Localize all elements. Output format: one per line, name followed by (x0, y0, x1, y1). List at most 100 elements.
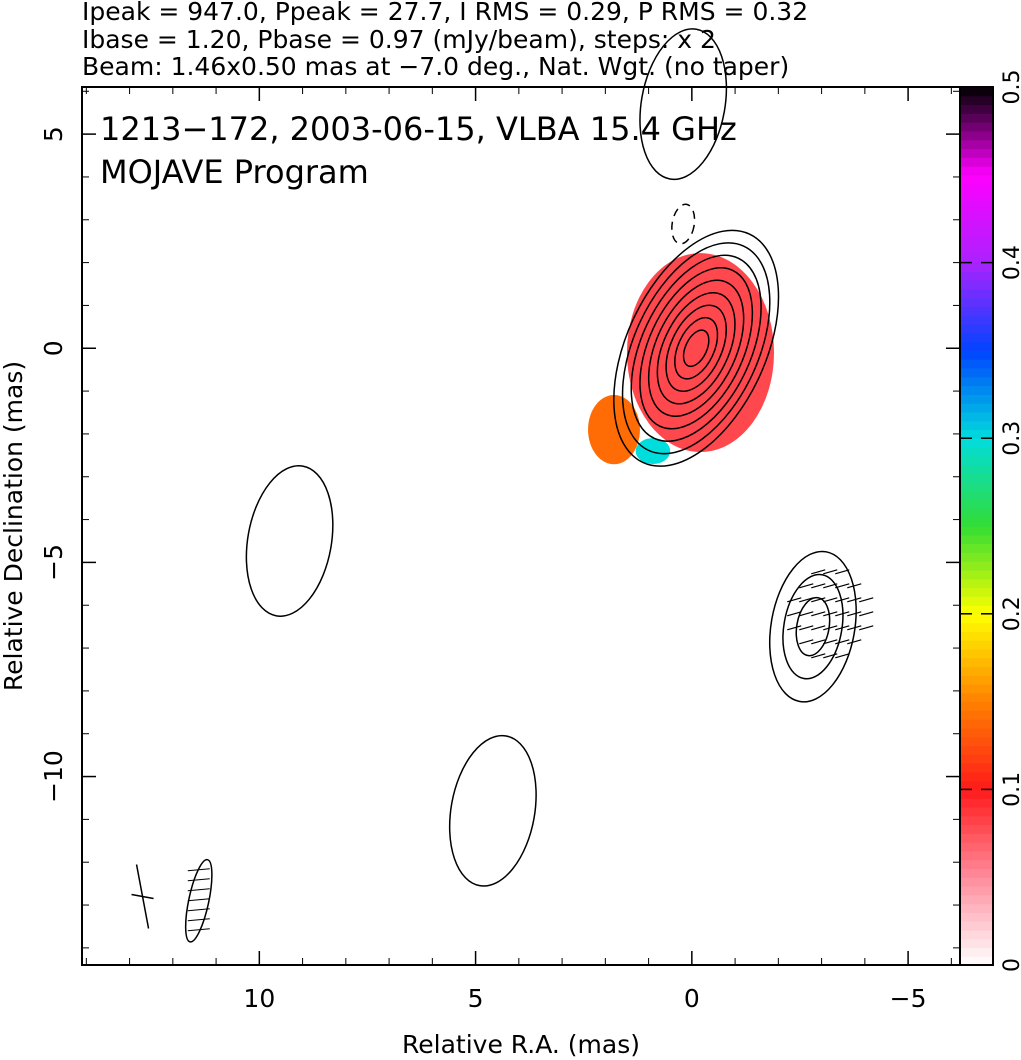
colorbar-cell (960, 341, 993, 351)
colorbar-cell (960, 666, 993, 676)
colorbar-cell (960, 921, 993, 931)
contour-line (613, 229, 780, 467)
colorbar-cell (960, 148, 993, 158)
colorbar-cell (960, 376, 993, 387)
colorbar-cell (960, 552, 993, 562)
colorbar-cell (960, 429, 993, 439)
header-line-2: Ibase = 1.20, Pbase = 0.97 (mJy/beam), s… (82, 25, 716, 54)
colorbar-cell (960, 868, 993, 878)
colorbar-cell (960, 833, 993, 843)
contour-line (630, 254, 762, 442)
polarization-vector (823, 653, 838, 659)
colorbar-cell (960, 262, 993, 272)
colorbar-cell (960, 517, 993, 527)
colorbar-cell (960, 894, 993, 905)
colorbar-cell (960, 771, 993, 782)
colorbar-cell (960, 315, 993, 325)
polarization-vector (787, 611, 802, 617)
colorbar-cell (960, 578, 993, 589)
colorbar-cell (960, 763, 993, 773)
y-axis-ticks: 5 0 −5 −10 (39, 90, 960, 949)
colorbar-cell (960, 684, 993, 694)
colorbar-cell (960, 508, 993, 518)
polarization-vector (847, 583, 862, 589)
colorbar-cell (960, 947, 993, 957)
polarization-vector (811, 597, 826, 603)
polarization-vector (811, 611, 826, 617)
plot-area: 10 5 0 −5 5 0 −5 −10 1213−172, 2003-06-15, VLB… (39, 28, 961, 1013)
x-tick-label: 0 (684, 984, 700, 1013)
colorbar-cell (960, 798, 993, 808)
polarization-vector (859, 625, 874, 631)
colorbar-cell (960, 227, 993, 237)
polarization-vector (823, 583, 838, 589)
contour-line (682, 329, 710, 368)
colorbar-cell (960, 139, 993, 150)
polarization-vector (835, 569, 850, 575)
colorbar-cell (960, 675, 993, 685)
colorbar-cell (960, 605, 993, 615)
x-axis-label: Relative R.A. (mas) (402, 1030, 640, 1059)
colorbar-cell (960, 806, 993, 817)
colorbar-cell (960, 745, 993, 755)
colorbar-cell (960, 183, 993, 193)
colorbar-cell (960, 824, 993, 834)
contour-line (245, 465, 334, 617)
beam-marker-layer (131, 858, 213, 943)
colorbar-cell (960, 815, 993, 826)
colorbar-cell (960, 622, 993, 632)
polarization-vector (859, 611, 874, 617)
colorbar-cell (960, 394, 993, 404)
polarization-vector (847, 597, 862, 603)
colorbar-cell (960, 104, 993, 114)
colorbar-cell (960, 113, 993, 123)
colorbar-cell (960, 587, 993, 597)
colorbar-cell (960, 306, 993, 316)
colorbar-cell (960, 648, 993, 659)
contour-line (782, 573, 844, 680)
polarization-region (626, 253, 775, 453)
colorbar-cell (960, 613, 993, 624)
y-tick-label: −5 (39, 544, 68, 581)
colorbar-cell (960, 903, 993, 913)
polarization-vector (859, 597, 874, 603)
colorbar-cell (960, 736, 993, 747)
polarization-vector (799, 611, 814, 617)
colorbar-cell (960, 877, 993, 887)
y-axis-label: Relative Declination (mas) (0, 361, 28, 691)
polarization-vector (799, 639, 814, 645)
beam-hatch (187, 898, 210, 902)
colorbar-cell (960, 956, 993, 966)
polarization-vector (835, 639, 850, 645)
beam-hatch (187, 928, 210, 932)
beam-hatch (187, 918, 210, 922)
contour-line (448, 734, 537, 887)
beam-cross-minor (131, 893, 154, 900)
colorbar-cell (960, 569, 993, 580)
colorbar-cell (960, 245, 993, 255)
colorbar: 0 0.1 0.2 0.3 0.4 0.5 (959, 70, 1021, 972)
colorbar-tick-label: 0.1 (1000, 772, 1021, 807)
colorbar-cell (960, 367, 993, 378)
header-line-1: Ipeak = 947.0, Ppeak = 27.7, I RMS = 0.2… (82, 0, 808, 26)
colorbar-cell (960, 332, 993, 343)
colorbar-cell (960, 596, 993, 606)
polarization-vector (835, 611, 850, 617)
polarization-region (588, 395, 640, 465)
colorbar-cell (960, 543, 993, 553)
contour-line (795, 596, 831, 657)
chart-subtitle: MOJAVE Program (100, 153, 369, 191)
polarization-vector (823, 597, 838, 603)
colorbar-cell (960, 166, 993, 176)
colorbar-cell (960, 631, 993, 641)
colorbar-cell (960, 455, 993, 466)
colorbar-cell (960, 218, 993, 229)
colorbar-cell (960, 938, 993, 949)
colorbar-cell (960, 438, 993, 448)
colorbar-cell (960, 912, 993, 922)
polarization-vector (847, 611, 862, 617)
colorbar-tick-label: 0.3 (1000, 421, 1021, 456)
colorbar-tick-label: 0.5 (1000, 70, 1021, 105)
polarization-vector (811, 569, 826, 575)
colorbar-tick-label: 0.2 (1000, 596, 1021, 631)
